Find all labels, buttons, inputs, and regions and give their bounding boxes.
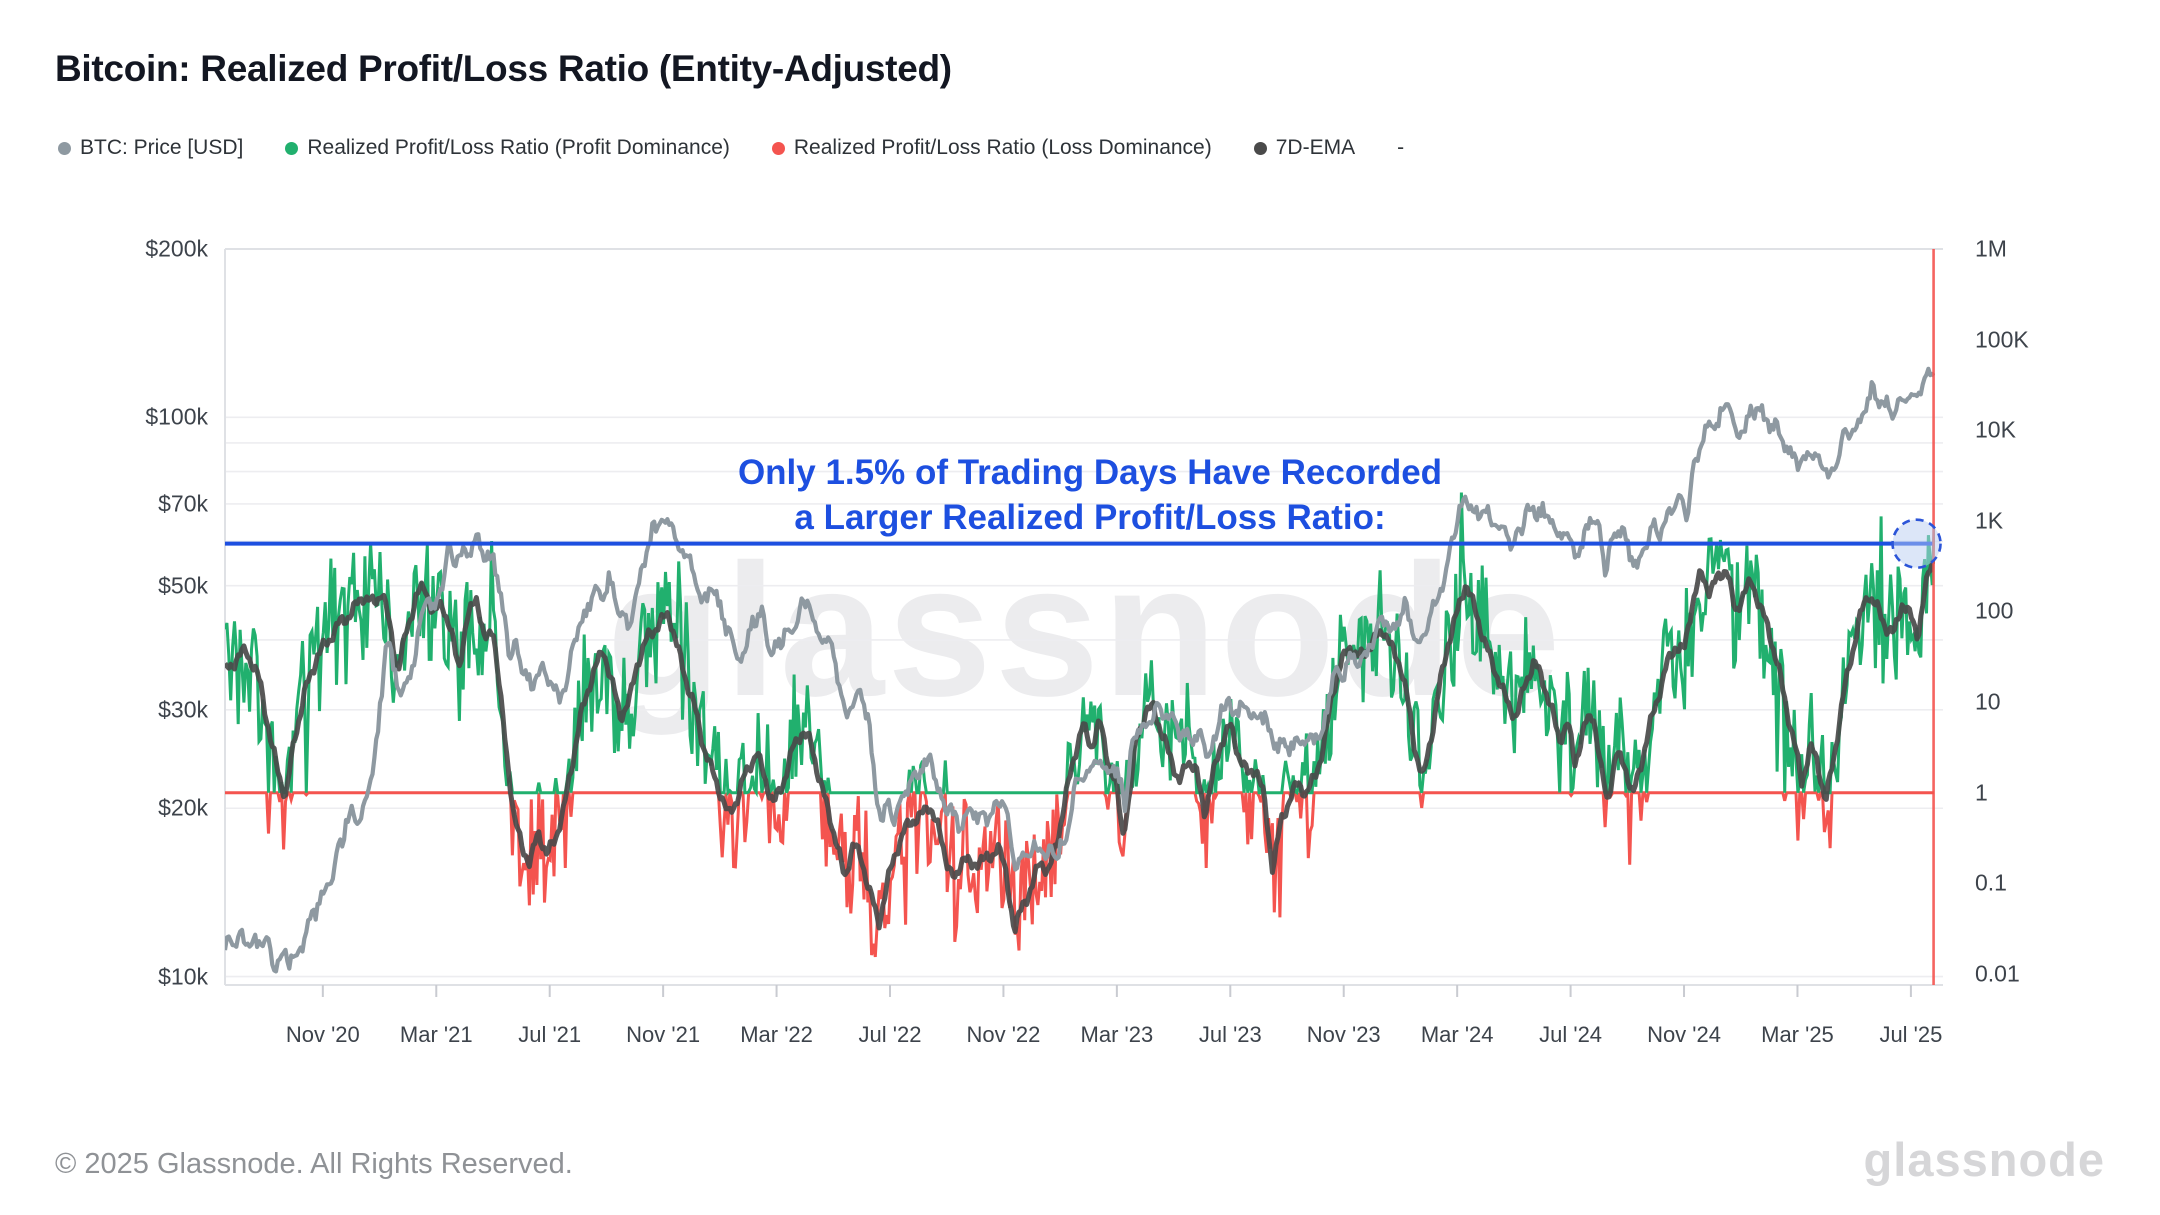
x-tick-label: Mar '22	[740, 1022, 813, 1047]
y-left-tick-label: $200k	[145, 235, 208, 262]
x-tick-label: Nov '20	[285, 1022, 360, 1047]
y-right-tick-label: 1	[1975, 779, 1988, 806]
legend-item-0[interactable]: BTC: Price [USD]	[58, 136, 243, 160]
y-left-tick-label: $100k	[145, 403, 208, 430]
y-right-tick-label: 10K	[1975, 416, 2016, 443]
page-title: Bitcoin: Realized Profit/Loss Ratio (Ent…	[55, 48, 952, 89]
legend-item-4[interactable]: -	[1397, 136, 1404, 160]
x-tick-label: Mar '23	[1080, 1022, 1154, 1047]
y-left-tick-label: $70k	[158, 490, 208, 517]
y-right-tick-label: 1M	[1975, 235, 2007, 262]
legend-item-label: 7D-EMA	[1275, 136, 1356, 159]
current-value-marker	[1891, 518, 1942, 569]
legend-item-2[interactable]: Realized Profit/Loss Ratio (Loss Dominan…	[771, 136, 1212, 160]
x-tick-label: Mar '25	[1761, 1022, 1834, 1047]
copyright-text: © 2025 Glassnode. All Rights Reserved.	[55, 1148, 573, 1180]
x-tick-label: Nov '21	[626, 1022, 701, 1047]
annotation-line-2: a Larger Realized Profit/Loss Ratio:	[794, 498, 1386, 537]
legend-item-label: -	[1397, 136, 1405, 159]
legend-dot-icon	[58, 141, 71, 155]
y-right-tick-label: 100	[1975, 597, 2014, 624]
y-right-tick-label: 0.01	[1975, 960, 2020, 987]
y-right-tick-label: 0.1	[1975, 869, 2007, 896]
loss-dominance-series	[225, 787, 1935, 958]
x-tick-label: Jul '21	[518, 1022, 582, 1047]
y-left-tick-label: $30k	[158, 696, 208, 723]
y-right-tick-label: 1K	[1975, 507, 2004, 534]
ema-series	[225, 558, 1935, 935]
btc-price-series	[225, 366, 1935, 974]
legend-dot-icon	[1253, 141, 1267, 155]
y-right-tick-label: 100K	[1975, 326, 2029, 353]
x-tick-label: Jul '24	[1539, 1022, 1603, 1047]
x-tick-label: Jul '22	[858, 1022, 922, 1047]
legend-dot-icon	[771, 141, 785, 155]
y-left-tick-label: $50k	[158, 572, 208, 599]
y-right-tick-label: 10	[1975, 688, 2001, 715]
legend-item-label: Realized Profit/Loss Ratio (Profit Domin…	[307, 136, 730, 159]
x-tick-label: Jul '25	[1879, 1022, 1943, 1047]
glassnode-logo: glassnode	[1863, 1133, 2105, 1186]
x-tick-label: Nov '24	[1647, 1022, 1721, 1047]
legend-item-3[interactable]: 7D-EMA	[1253, 136, 1356, 160]
annotation-line-1: Only 1.5% of Trading Days Have Recorded	[737, 453, 1443, 492]
x-tick-label: Jul '23	[1198, 1022, 1262, 1047]
legend-item-label: BTC: Price [USD]	[80, 136, 244, 159]
legend-dot-icon	[285, 141, 299, 155]
y-left-tick-label: $10k	[158, 963, 208, 990]
x-tick-label: Mar '24	[1420, 1022, 1494, 1047]
legend-item-label: Realized Profit/Loss Ratio (Loss Dominan…	[793, 136, 1212, 159]
legend: BTC: Price [USD] Realized Profit/Loss Rat…	[58, 136, 1404, 160]
legend-item-1[interactable]: Realized Profit/Loss Ratio (Profit Domin…	[285, 136, 730, 160]
x-tick-label: Nov '23	[1306, 1022, 1381, 1047]
x-tick-label: Nov '22	[966, 1022, 1041, 1047]
chart-annotation: Only 1.5% of Trading Days Have Recorded …	[738, 450, 1442, 540]
y-left-tick-label: $20k	[158, 794, 208, 821]
x-tick-label: Mar '21	[399, 1022, 473, 1047]
